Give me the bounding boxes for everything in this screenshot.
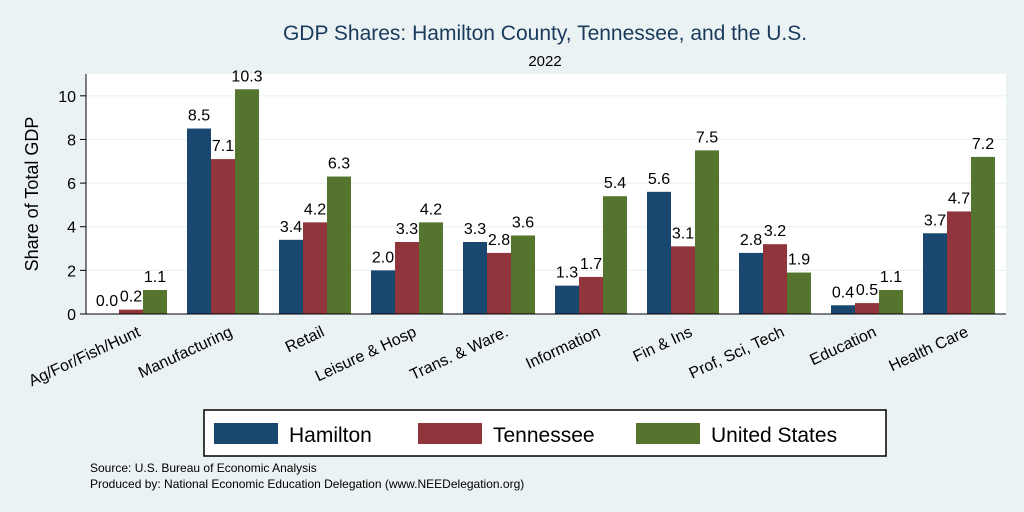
- data-label: 1.1: [880, 269, 902, 286]
- data-label: 2.8: [488, 232, 510, 249]
- y-axis: 0 2 4 6 8 10: [58, 74, 87, 324]
- bar-tennessee: [671, 246, 695, 314]
- data-label: 5.4: [604, 175, 626, 192]
- category-label: Fin & Ins: [631, 324, 695, 366]
- bar-hamilton: [831, 305, 855, 314]
- bar-united-states: [603, 196, 627, 314]
- bar-hamilton: [371, 270, 395, 314]
- data-label: 6.3: [328, 156, 350, 173]
- y-tick-label: 2: [67, 263, 76, 280]
- data-label: 3.1: [672, 225, 694, 242]
- bar-hamilton: [923, 233, 947, 314]
- data-label: 5.6: [648, 171, 670, 188]
- bar-tennessee: [579, 276, 603, 314]
- bar-hamilton: [555, 285, 579, 314]
- y-tick-label: 4: [67, 220, 76, 237]
- data-label: 3.3: [464, 221, 486, 238]
- bars: [119, 89, 995, 314]
- legend-box: [203, 409, 887, 457]
- data-label: 1.7: [580, 256, 602, 273]
- data-label: 0.5: [856, 282, 878, 299]
- bar-hamilton: [739, 252, 763, 314]
- data-label: 3.7: [924, 212, 946, 229]
- data-label: 0.0: [96, 293, 118, 310]
- category-label: Manufacturing: [136, 324, 235, 382]
- bar-hamilton: [187, 128, 211, 314]
- bar-united-states: [327, 176, 351, 314]
- data-label: 3.2: [764, 223, 786, 240]
- legend: Hamilton Tennessee United States: [203, 409, 887, 457]
- data-label: 3.3: [396, 221, 418, 238]
- data-labels: 0.0 0.21.18.57.110.33.44.26.32.03.34.23.3…: [96, 68, 994, 310]
- data-label: 2.0: [372, 249, 394, 266]
- source-note: Source: U.S. Bureau of Economic Analysis: [90, 461, 317, 475]
- y-tick-label: 6: [67, 176, 76, 193]
- data-label: 7.1: [212, 138, 234, 155]
- bar-tennessee: [487, 252, 511, 314]
- bar-tennessee: [947, 211, 971, 314]
- legend-label: Hamilton: [289, 424, 372, 447]
- bar-united-states: [787, 272, 811, 314]
- category-label: Information: [523, 324, 603, 373]
- legend-swatch-hamilton: [214, 423, 278, 444]
- bar-tennessee: [395, 242, 419, 314]
- data-label: 3.6: [512, 214, 534, 231]
- produced-by-note: Produced by: National Economic Education…: [90, 477, 524, 491]
- y-tick-label: 10: [58, 89, 76, 106]
- legend-swatch-united-states: [636, 423, 700, 444]
- category-label: Health Care: [887, 324, 972, 376]
- data-label: 7.2: [972, 136, 994, 153]
- legend-label: United States: [711, 424, 837, 447]
- category-label: Ag/For/Fish/Hunt: [26, 323, 143, 390]
- data-label: 3.4: [280, 219, 302, 236]
- data-label: 2.8: [740, 232, 762, 249]
- data-label: 7.5: [696, 129, 718, 146]
- data-label: 4.2: [304, 201, 326, 218]
- chart-subtitle: 2022: [528, 53, 561, 70]
- legend-swatch-tennessee: [418, 423, 482, 444]
- data-label: 8.5: [188, 108, 210, 125]
- bar-united-states: [235, 89, 259, 314]
- bar-united-states: [143, 290, 167, 314]
- y-tick-label: 8: [67, 132, 76, 149]
- bar-tennessee: [119, 309, 143, 314]
- data-label: 0.4: [832, 284, 854, 301]
- legend-label: Tennessee: [493, 424, 595, 447]
- bar-tennessee: [211, 159, 235, 314]
- category-label: Leisure & Hosp: [313, 324, 419, 386]
- data-label: 0.2: [120, 289, 142, 306]
- data-label: 1.9: [788, 252, 810, 269]
- chart-title: GDP Shares: Hamilton County, Tennessee, …: [283, 22, 807, 45]
- bar-hamilton: [647, 191, 671, 314]
- data-label: 4.2: [420, 201, 442, 218]
- data-label: 10.3: [231, 68, 262, 85]
- y-tick-label: 0: [67, 307, 76, 324]
- bar-united-states: [971, 156, 995, 314]
- bar-hamilton: [279, 239, 303, 314]
- category-label: Retail: [283, 324, 327, 357]
- data-label: 4.7: [948, 190, 970, 207]
- bar-tennessee: [763, 244, 787, 314]
- data-label: 1.3: [556, 265, 578, 282]
- bar-hamilton: [463, 242, 487, 314]
- bar-united-states: [511, 235, 535, 314]
- category-label: Prof, Sci, Tech: [687, 324, 787, 383]
- bar-united-states: [419, 222, 443, 314]
- bar-united-states: [879, 290, 903, 314]
- category-label: Education: [807, 324, 879, 369]
- y-axis-label: Share of Total GDP: [22, 117, 42, 272]
- bar-tennessee: [855, 303, 879, 314]
- category-label: Trans. & Ware.: [407, 324, 511, 384]
- bar-united-states: [695, 150, 719, 314]
- bar-tennessee: [303, 222, 327, 314]
- data-label: 1.1: [144, 269, 166, 286]
